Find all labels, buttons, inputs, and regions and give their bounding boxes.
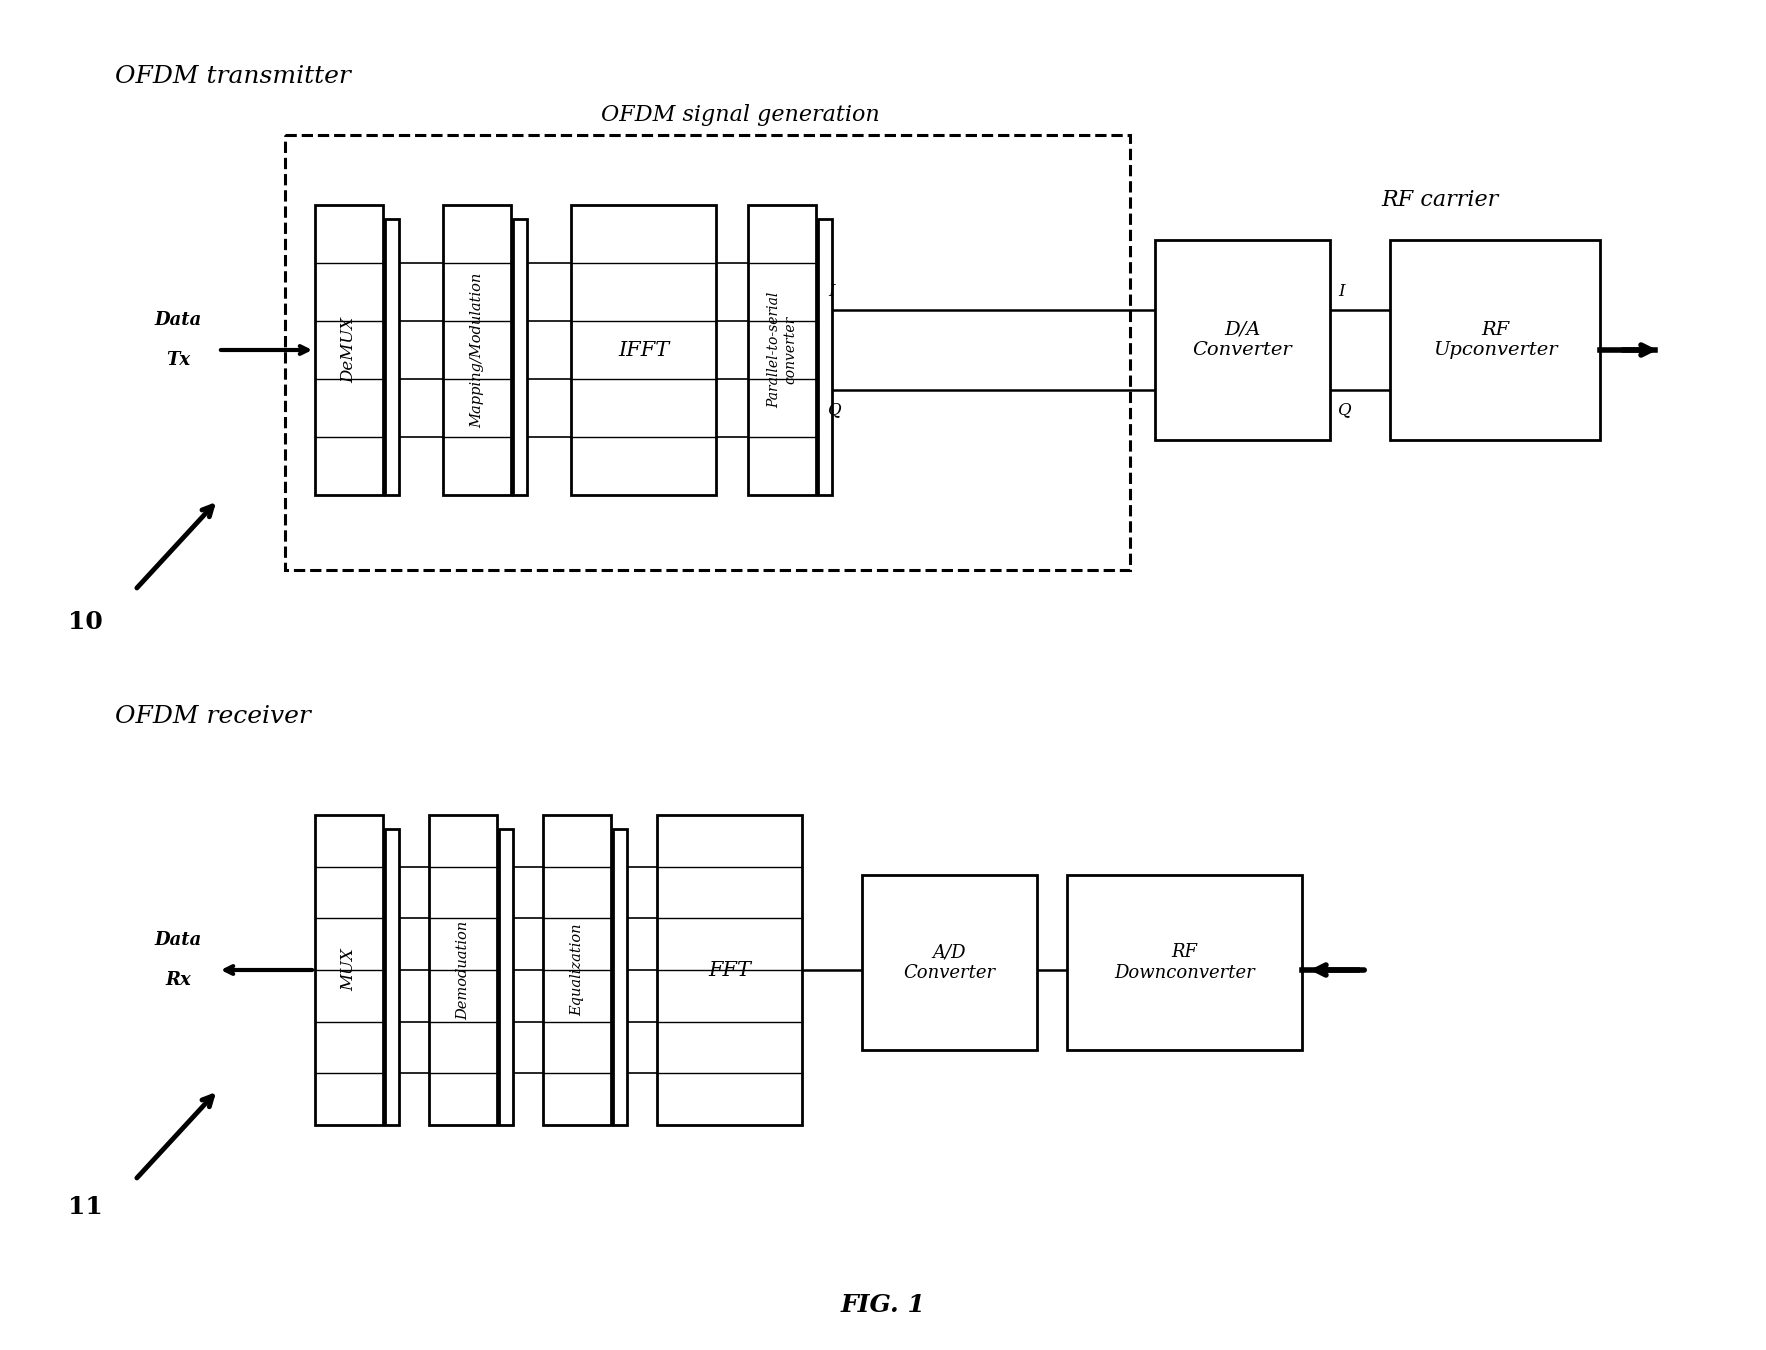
Bar (500, 829, 512, 1125)
Bar (749, 205, 816, 495)
Bar (657, 815, 802, 1125)
Text: 11: 11 (69, 1195, 102, 1219)
Text: RF
Upconverter: RF Upconverter (1432, 320, 1558, 359)
Bar (284, 135, 1130, 570)
Bar (862, 875, 1037, 1050)
Bar (512, 219, 526, 495)
Text: Parallel-to-serial
converter: Parallel-to-serial converter (766, 292, 796, 408)
Bar (385, 829, 399, 1125)
Bar (818, 219, 832, 495)
Bar (385, 219, 399, 495)
Text: DeMUX: DeMUX (341, 317, 357, 383)
Text: Tx: Tx (166, 351, 191, 369)
Text: FIG. 1: FIG. 1 (841, 1293, 925, 1318)
Text: OFDM transmitter: OFDM transmitter (115, 65, 351, 88)
Text: RF carrier: RF carrier (1381, 189, 1499, 211)
Text: OFDM receiver: OFDM receiver (115, 705, 311, 728)
Bar (570, 205, 715, 495)
Text: I: I (1339, 284, 1344, 301)
Text: IFFT: IFFT (618, 340, 669, 359)
Text: Equalization: Equalization (570, 923, 585, 1017)
Text: RF
Downconverter: RF Downconverter (1114, 944, 1256, 981)
Bar (1390, 240, 1600, 440)
Bar (443, 205, 510, 495)
Bar (1067, 875, 1302, 1050)
Bar (1155, 240, 1330, 440)
Bar (314, 205, 383, 495)
Text: MUX: MUX (341, 949, 357, 991)
Bar (429, 815, 496, 1125)
Text: Rx: Rx (166, 971, 191, 990)
Text: D/A
Converter: D/A Converter (1192, 320, 1293, 359)
Text: 10: 10 (69, 610, 102, 634)
Bar (314, 815, 383, 1125)
Text: Demoduation: Demoduation (456, 921, 470, 1019)
Text: A/D
Converter: A/D Converter (904, 944, 996, 981)
Text: Mapping/Modulation: Mapping/Modulation (470, 273, 484, 428)
Text: Q: Q (1339, 401, 1351, 418)
Text: Data: Data (154, 931, 201, 949)
Bar (613, 829, 627, 1125)
Text: OFDM signal generation: OFDM signal generation (600, 104, 879, 126)
Text: Data: Data (154, 310, 201, 329)
Text: FFT: FFT (708, 960, 751, 980)
Text: Q: Q (828, 401, 842, 418)
Bar (542, 815, 611, 1125)
Text: I: I (828, 284, 835, 301)
